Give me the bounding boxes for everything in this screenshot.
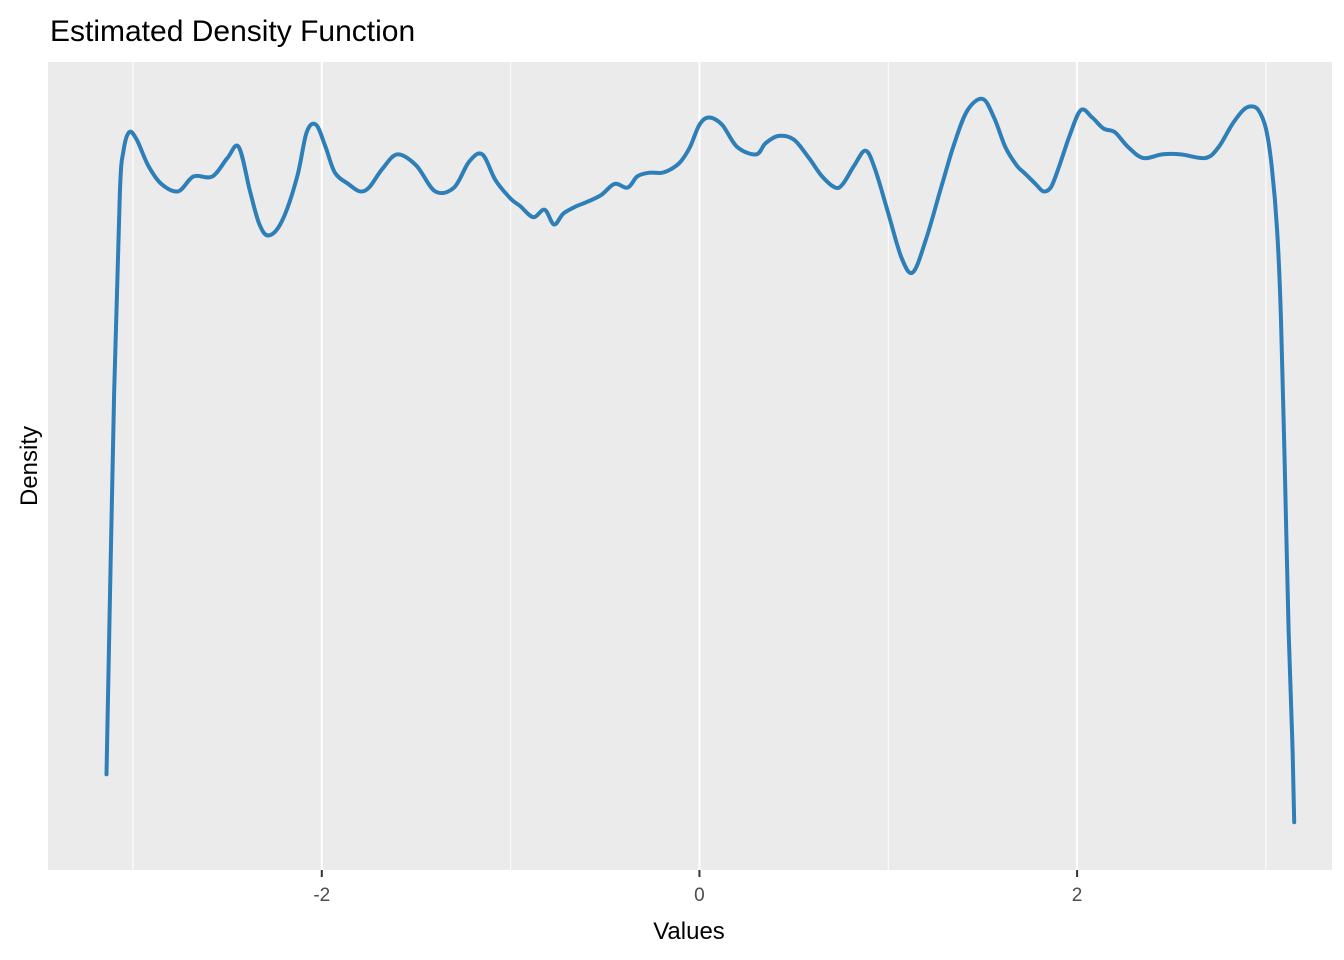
x-tick-label: 0 — [694, 885, 705, 906]
density-curve — [104, 96, 1297, 825]
y-axis-title: Density — [16, 426, 43, 506]
x-tick-label: 2 — [1072, 885, 1083, 906]
x-axis-ticks: -2 0 2 — [313, 870, 1082, 906]
chart-title: Estimated Density Function — [50, 15, 415, 48]
x-tick-label: -2 — [313, 885, 330, 906]
plot-panel — [48, 62, 1332, 870]
x-axis-title: Values — [653, 918, 725, 945]
